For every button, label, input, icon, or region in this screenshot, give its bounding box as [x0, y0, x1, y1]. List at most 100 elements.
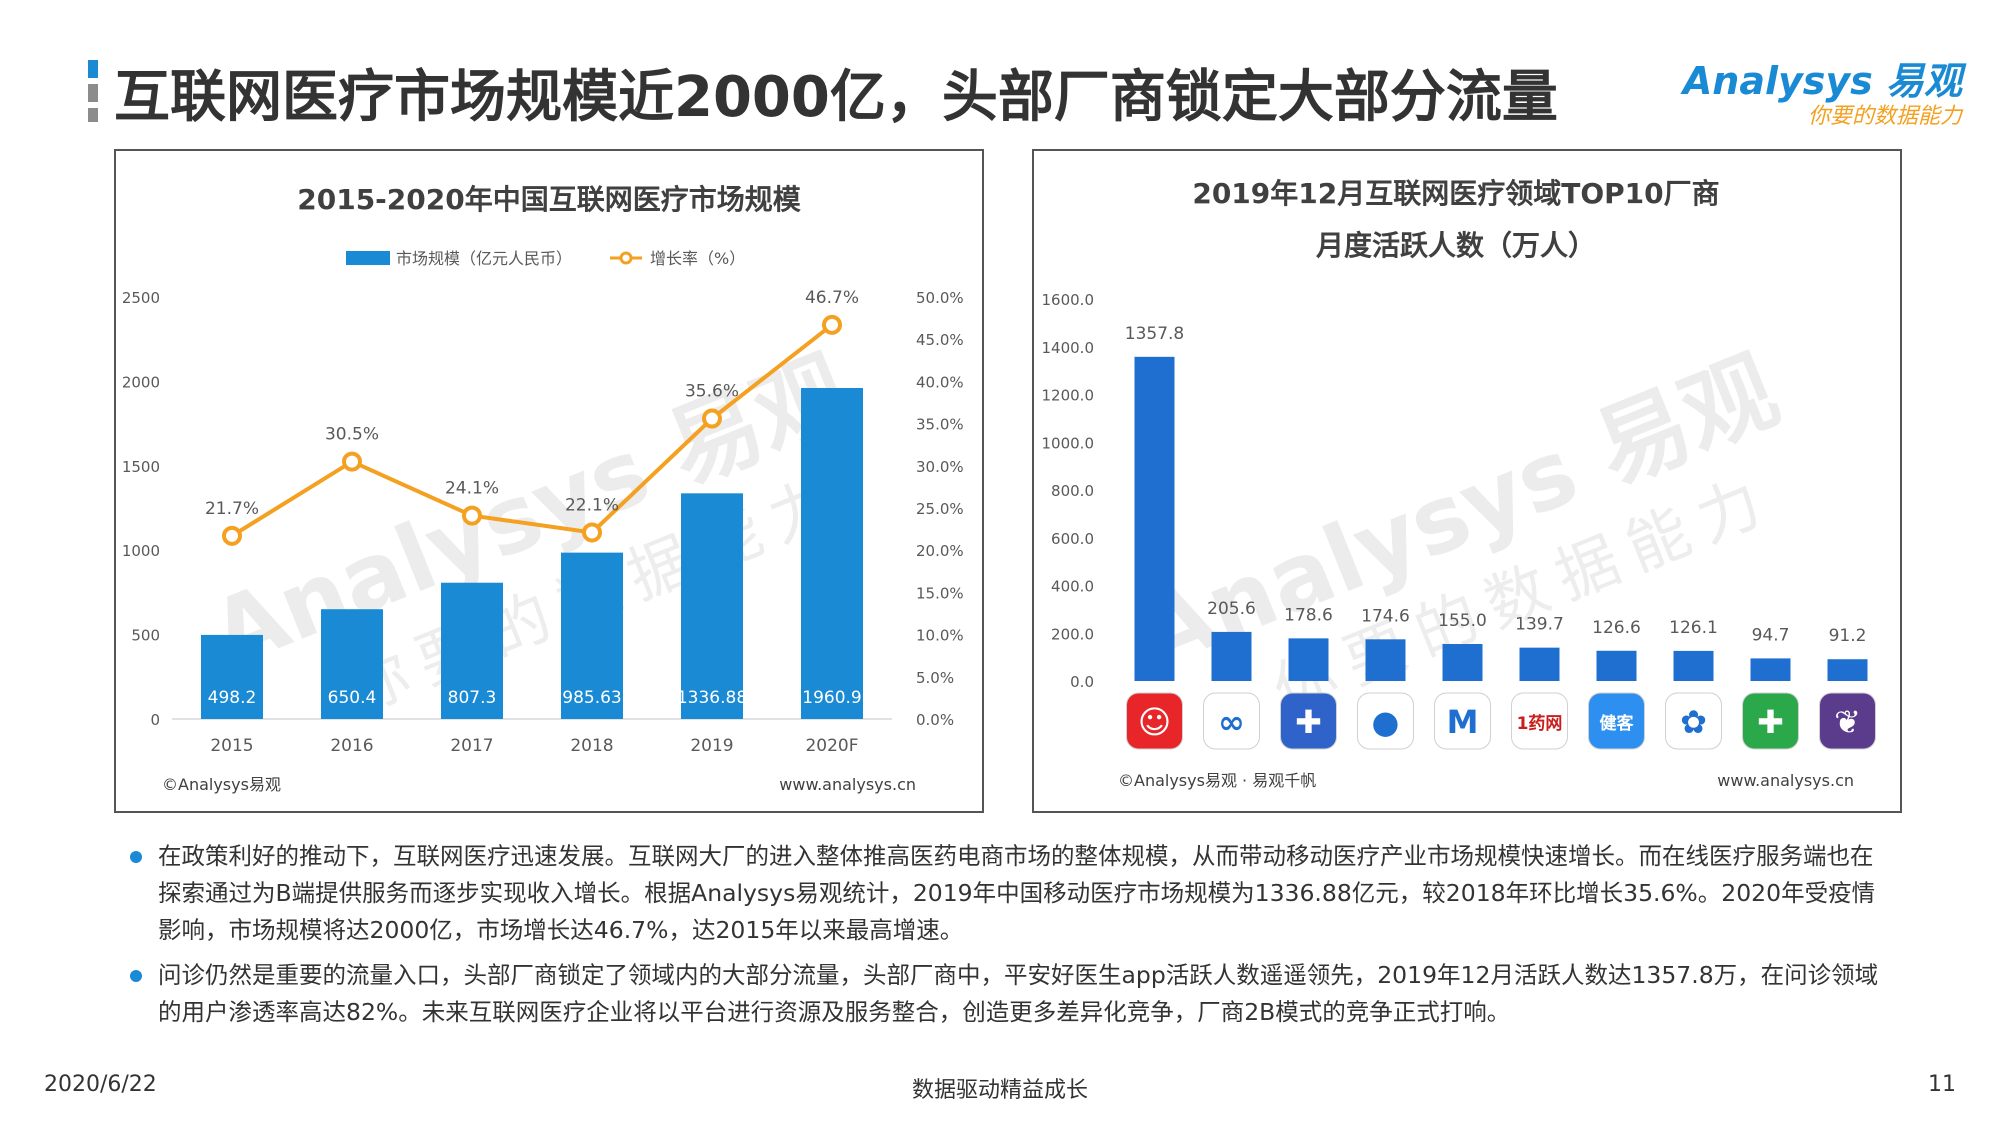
- bar-mau: [1519, 647, 1560, 681]
- footer-page-number: 11: [1928, 1072, 1956, 1097]
- page-title: 互联网医疗市场规模近2000亿，头部厂商锁定大部分流量: [114, 65, 1558, 130]
- y-right-tick-label: 40.0%: [916, 373, 964, 391]
- y-tick-label: 1200.0: [1042, 387, 1095, 405]
- growth-rate-point: [222, 525, 242, 546]
- bar-market-size: [441, 582, 503, 719]
- meiyou-icon-glyph: ✿: [1680, 703, 1707, 741]
- bar-value-label: 178.6: [1284, 605, 1333, 625]
- bullet-dot-icon: [130, 851, 142, 863]
- chart-title: 2015-2020年中国互联网医疗市场规模: [297, 183, 801, 216]
- bar-mau: [1442, 643, 1483, 681]
- source-left: ©Analysys易观 · 易观千帆: [1118, 771, 1316, 790]
- growth-rate-label: 35.6%: [685, 382, 739, 402]
- bar-mau: [1673, 650, 1714, 681]
- meiyou-icon: [1665, 692, 1722, 750]
- summary-bullets: 在政策利好的推动下，互联网医疗迅速发展。互联网大厂的进入整体推高医药电商市场的整…: [126, 838, 1886, 1039]
- growth-rate-point: [702, 408, 722, 429]
- chunyu-icon-glyph: ●: [1372, 703, 1400, 741]
- jiankeyun-icon-text: 健客: [1600, 713, 1635, 734]
- bar-mau: [1596, 650, 1637, 681]
- bar-mau: [1365, 639, 1406, 681]
- legend-bar-label: 市场规模（亿元人民币）: [396, 249, 572, 268]
- y-right-tick-label: 10.0%: [916, 627, 964, 645]
- x-tick-label: 2016: [330, 736, 373, 756]
- legend-line-marker: [619, 251, 633, 265]
- bar-mau: [1288, 638, 1329, 681]
- growth-rate-point: [462, 505, 482, 526]
- growth-rate-point: [342, 451, 362, 472]
- x-tick-label: 2017: [450, 736, 493, 756]
- bullet-dot-icon: [130, 970, 142, 982]
- y-right-tick-label: 25.0%: [916, 500, 964, 518]
- y-left-tick-label: 2000: [122, 373, 160, 391]
- y-left-tick-label: 0: [150, 711, 160, 729]
- footer-slogan: 数据驱动精益成长: [911, 1078, 1088, 1103]
- bar-mau: [1750, 658, 1791, 681]
- x-tick-label: 2015: [210, 736, 253, 756]
- growth-rate-label: 46.7%: [805, 288, 859, 308]
- y-right-tick-label: 30.0%: [916, 458, 964, 476]
- bar-value-label: 498.2: [208, 688, 257, 708]
- growth-rate-label: 24.1%: [445, 479, 499, 499]
- yilian-icon: [1434, 692, 1491, 750]
- jiankang-icon-glyph: ✚: [1757, 703, 1784, 741]
- bar-market-size: [801, 388, 863, 719]
- growth-rate-point: [822, 314, 842, 335]
- pingan-haoyisheng-icon-glyph: ☺: [1138, 703, 1171, 741]
- y-tick-label: 600.0: [1051, 530, 1094, 548]
- bar-mau: [1211, 631, 1252, 681]
- growth-rate-label: 21.7%: [205, 499, 259, 519]
- growth-rate-label: 30.5%: [325, 425, 379, 445]
- bar-market-size: [561, 552, 623, 719]
- weiyi-icon: [1203, 692, 1260, 750]
- bullet-item: 在政策利好的推动下，互联网医疗迅速发展。互联网大厂的进入整体推高医药电商市场的整…: [126, 838, 1886, 949]
- bar-market-size: [681, 493, 743, 719]
- growth-rate-label: 22.1%: [565, 495, 619, 515]
- y-right-tick-label: 35.0%: [916, 416, 964, 434]
- jiankang-icon: [1742, 692, 1799, 750]
- title-accent-bar: [88, 60, 98, 122]
- y-right-tick-label: 45.0%: [916, 331, 964, 349]
- bar-value-label: 91.2: [1829, 626, 1867, 646]
- bar-value-label: 139.7: [1515, 615, 1564, 635]
- x-tick-label: 2018: [570, 736, 613, 756]
- haodaifu-icon-glyph: ✚: [1295, 703, 1322, 741]
- y-right-tick-label: 5.0%: [916, 669, 954, 687]
- bar-market-size: [201, 634, 263, 719]
- bar-market-size: [321, 609, 383, 719]
- growth-rate-point: [582, 522, 602, 543]
- bar-value-label: 94.7: [1752, 625, 1790, 645]
- y-right-tick-label: 20.0%: [916, 542, 964, 560]
- y-tick-label: 1400.0: [1042, 339, 1095, 357]
- bullet-text: 问诊仍然是重要的流量入口，头部厂商锁定了领域内的大部分流量，头部厂商中，平安好医…: [158, 961, 1879, 1026]
- y-tick-label: 400.0: [1051, 578, 1094, 596]
- bullet-item: 问诊仍然是重要的流量入口，头部厂商锁定了领域内的大部分流量，头部厂商中，平安好医…: [126, 957, 1886, 1031]
- chart-title-line2: 月度活跃人数（万人）: [1315, 229, 1596, 262]
- legend-line-label: 增长率（%）: [650, 249, 745, 268]
- zhiyun-icon-glyph: ❦: [1834, 703, 1861, 741]
- x-tick-label: 2020F: [805, 736, 858, 756]
- footer-date: 2020/6/22: [44, 1072, 157, 1097]
- bar-value-label: 205.6: [1207, 599, 1256, 619]
- pingan-haoyisheng-icon: [1126, 692, 1183, 750]
- y-left-tick-label: 1500: [122, 458, 160, 476]
- bar-value-label: 155.0: [1438, 611, 1487, 631]
- chunyu-icon: [1357, 692, 1414, 750]
- bar-value-label: 174.6: [1361, 606, 1410, 626]
- logo-main-text: Analysys 易观: [1682, 59, 1962, 103]
- bullet-text: 在政策利好的推动下，互联网医疗迅速发展。互联网大厂的进入整体推高医药电商市场的整…: [158, 842, 1876, 944]
- zhiyun-icon: [1819, 692, 1876, 750]
- y-right-tick-label: 50.0%: [916, 289, 964, 307]
- weiyi-icon-glyph: ∞: [1218, 703, 1245, 741]
- bar-value-label: 126.1: [1669, 618, 1718, 638]
- 1yaowang-icon: [1511, 692, 1568, 750]
- chart-title-line1: 2019年12月互联网医疗领域TOP10厂商: [1192, 177, 1719, 210]
- source-left: ©Analysys易观: [162, 775, 281, 794]
- bar-mau: [1134, 356, 1175, 681]
- y-tick-label: 800.0: [1051, 482, 1094, 500]
- bar-value-label: 807.3: [448, 688, 497, 708]
- y-right-tick-label: 0.0%: [916, 711, 954, 729]
